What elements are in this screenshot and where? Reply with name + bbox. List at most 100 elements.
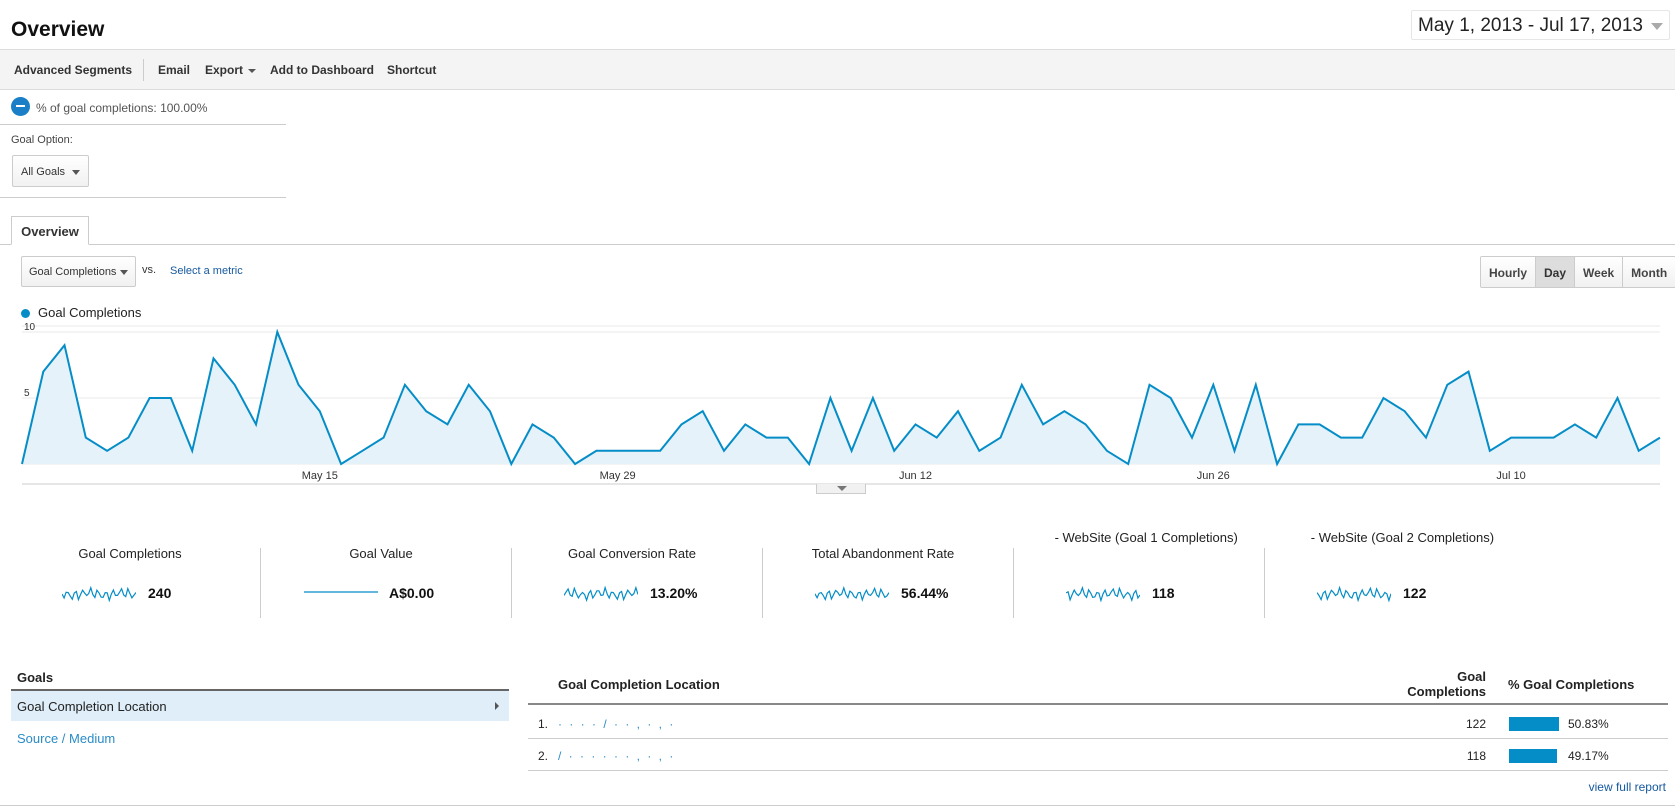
table-row: 2. / · · · · · · , · , · 118 49.17% (528, 739, 1668, 771)
sparkline-line (62, 585, 136, 602)
export-button[interactable]: Export (205, 63, 257, 77)
view-full-report-link[interactable]: view full report (1588, 780, 1666, 794)
scorecard-title: Goal Conversion Rate (568, 546, 696, 561)
vs-label: vs. (142, 264, 157, 276)
scorecard[interactable]: Total Abandonment Rate 56.44% (763, 530, 1014, 620)
metric-select-value: Goal Completions (29, 266, 117, 278)
segment-summary: % of goal completions: 100.00% (0, 91, 286, 125)
x-tick-label: May 29 (600, 470, 636, 482)
goal-completions-chart[interactable]: 5 10 May 15 May 29 Jun 12 Jun 26 Jul 10 (0, 320, 1675, 500)
page-title: Overview (11, 18, 105, 41)
goals-item-source-medium[interactable]: Source / Medium (17, 731, 116, 746)
chevron-down-icon (248, 68, 257, 73)
sparkline-line (1066, 585, 1140, 602)
x-tick-label: May 15 (302, 470, 338, 482)
scorecard-title: Goal Completions (78, 546, 182, 561)
chart-collapse-handle[interactable] (816, 484, 866, 494)
scorecard-title: Goal Value (349, 546, 413, 561)
divider (260, 548, 261, 618)
scorecard-value: 56.44% (901, 585, 949, 601)
row-location-link[interactable]: / · · · · · · , · , · (558, 749, 676, 763)
toolbar-divider (143, 59, 144, 81)
export-label: Export (205, 63, 244, 77)
sparkline-line (815, 585, 889, 602)
segment-label: % of goal completions: 100.00% (36, 101, 208, 115)
column-header-percent[interactable]: % Goal Completions (1508, 677, 1635, 692)
scorecard[interactable]: Goal Conversion Rate 13.20% (512, 530, 763, 620)
goals-item-label: Goal Completion Location (17, 699, 167, 714)
row-location-link[interactable]: · · · · / · · , · , · (558, 717, 676, 731)
select-metric-link[interactable]: Select a metric (170, 265, 243, 277)
legend-label: Goal Completions (38, 305, 142, 320)
day-button[interactable]: Day (1536, 257, 1576, 287)
scorecard-value: A$0.00 (389, 585, 435, 601)
table-header: Goal Completion Location Goal Completion… (528, 665, 1668, 705)
granularity-toggle: Hourly Day Week Month (1480, 256, 1675, 288)
shortcut-button[interactable]: Shortcut (387, 63, 437, 77)
sparkline-line (564, 585, 638, 602)
goal-option-label: Goal Option: (11, 134, 73, 146)
scorecard-title: - WebSite (Goal 1 Completions) (1030, 530, 1238, 545)
add-to-dashboard-button[interactable]: Add to Dashboard (270, 63, 374, 77)
goal-option-value: All Goals (21, 166, 66, 178)
legend-dot-icon (21, 309, 30, 319)
scorecard-value: 240 (148, 585, 172, 601)
scorecard-title: Total Abandonment Rate (811, 546, 955, 561)
chart-legend: Goal Completions (21, 305, 141, 320)
row-percent: 49.17% (1568, 749, 1609, 763)
divider (0, 805, 1675, 806)
series-line (21, 328, 1661, 467)
hourly-button[interactable]: Hourly (1481, 257, 1537, 287)
scorecard-value: 13.20% (650, 585, 698, 601)
chevron-right-icon (495, 702, 499, 710)
scorecards: Goal Completions 240 Goal Value A$0.00 Goal … (10, 530, 1520, 620)
metric-select[interactable]: Goal Completions (21, 256, 136, 287)
tab-overview[interactable]: Overview (11, 216, 89, 245)
advanced-segments-button[interactable]: Advanced Segments (14, 63, 133, 77)
row-completions: 118 (1466, 749, 1486, 763)
sparkline (1317, 585, 1391, 602)
divider (11, 689, 509, 691)
month-button[interactable]: Month (1623, 257, 1675, 287)
sparkline-line (1317, 585, 1391, 602)
sparkline (304, 591, 378, 593)
row-percent-bar (1509, 717, 1559, 731)
x-tick-label: Jul 10 (1496, 470, 1525, 482)
table-row: 1. · · · · / · · , · , · 122 50.83% (528, 707, 1668, 739)
sparkline (1066, 585, 1140, 602)
row-rank: 2. (538, 749, 549, 763)
row-percent: 50.83% (1568, 717, 1609, 731)
segment-pie-icon (11, 97, 30, 116)
row-completions: 122 (1465, 717, 1486, 731)
goal-option-select[interactable]: All Goals (12, 155, 89, 187)
x-tick-label: Jun 26 (1197, 470, 1230, 482)
goals-title: Goals (17, 670, 54, 685)
scorecard[interactable]: Goal Value A$0.00 (261, 530, 512, 620)
date-range-picker[interactable]: May 1, 2013 - Jul 17, 2013 (1411, 10, 1670, 40)
divider (1013, 548, 1014, 618)
scorecard[interactable]: - WebSite (Goal 2 Completions) 122 (1265, 530, 1516, 620)
chevron-down-icon (72, 170, 80, 175)
x-tick-label: Jun 12 (899, 470, 932, 482)
sparkline (564, 585, 638, 602)
column-header-completions[interactable]: Goal Completions (1407, 669, 1486, 699)
row-percent-bar (1509, 749, 1557, 763)
scorecard-title: - WebSite (Goal 2 Completions) (1275, 530, 1495, 545)
divider (0, 197, 286, 198)
tab-bar (0, 244, 1675, 245)
row-rank: 1. (538, 717, 549, 731)
column-header-location[interactable]: Goal Completion Location (558, 677, 720, 692)
scorecard[interactable]: Goal Completions 240 (10, 530, 261, 620)
y-tick-label: 10 (24, 322, 36, 333)
goals-item-goal-completion-location[interactable]: Goal Completion Location (11, 691, 509, 721)
chevron-down-icon (1651, 23, 1663, 30)
scorecard-value: 122 (1403, 585, 1427, 601)
divider (762, 548, 763, 618)
divider (1264, 548, 1265, 618)
chevron-down-icon (120, 270, 128, 275)
week-button[interactable]: Week (1575, 257, 1624, 287)
scorecard-value: 118 (1152, 585, 1175, 601)
scorecard[interactable]: - WebSite (Goal 1 Completions) 118 (1014, 530, 1265, 620)
page-header: Overview May 1, 2013 - Jul 17, 2013 (0, 0, 1675, 50)
email-button[interactable]: Email (158, 63, 191, 77)
